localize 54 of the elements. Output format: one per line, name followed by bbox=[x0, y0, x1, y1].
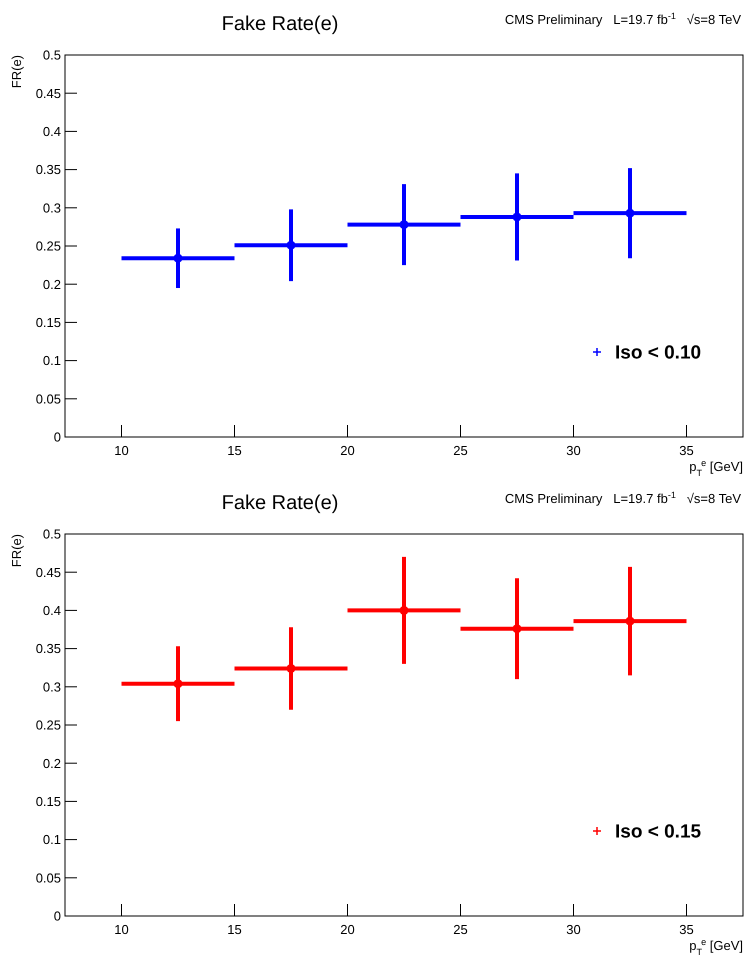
y-tick-label: 0.4 bbox=[42, 124, 61, 139]
point bbox=[400, 220, 408, 230]
y-tick-label: 0.35 bbox=[36, 162, 61, 178]
point bbox=[626, 208, 634, 218]
x-tick-label: 15 bbox=[227, 443, 242, 458]
y-tick-label: 0 bbox=[54, 908, 61, 924]
y-tick-label: 0.3 bbox=[42, 200, 61, 216]
y-tick-label: 0.1 bbox=[42, 353, 61, 368]
y-axis-title: FR(e) bbox=[9, 534, 24, 568]
y-tick-label: 0.45 bbox=[36, 564, 61, 580]
y-tick-label: 0.05 bbox=[36, 870, 61, 886]
x-tick-label: 10 bbox=[114, 922, 129, 937]
point bbox=[286, 664, 296, 673]
point bbox=[512, 624, 522, 634]
y-tick-label: 0.2 bbox=[42, 756, 61, 771]
point bbox=[286, 240, 296, 250]
y-tick-label: 0.25 bbox=[36, 718, 61, 733]
x-tick-label: 25 bbox=[453, 922, 468, 937]
x-tick-label: 30 bbox=[566, 922, 581, 937]
y-tick-label: 0.4 bbox=[42, 602, 61, 618]
legend-label: Iso < 0.10 bbox=[615, 342, 702, 364]
x-tick-label: 10 bbox=[114, 443, 129, 458]
point bbox=[174, 679, 182, 688]
y-tick-label: 0.35 bbox=[36, 641, 61, 656]
y-tick-label: 0.5 bbox=[42, 526, 61, 542]
text: CMS Preliminary L=19.7 fb$^{-1}$ √s=8 TeV bbox=[504, 490, 742, 506]
y-tick-label: 0.2 bbox=[42, 276, 61, 292]
chart-title: Fake Rate(e) bbox=[222, 492, 338, 514]
x-tick-label: 25 bbox=[453, 443, 468, 458]
y-tick-label: 0.15 bbox=[36, 794, 61, 809]
text: CMS Preliminary L=19.7 fb$^{-1}$ √s=8 TeV bbox=[504, 11, 742, 27]
x-tick-label: 30 bbox=[566, 443, 581, 458]
point bbox=[512, 212, 522, 222]
y-tick-label: 0.05 bbox=[36, 391, 61, 406]
y-tick-label: 0.1 bbox=[42, 832, 61, 848]
point bbox=[174, 254, 182, 263]
legend-label: Iso < 0.15 bbox=[615, 822, 702, 843]
y-tick-label: 0.15 bbox=[36, 314, 61, 330]
x-axis-title: p$_{T}$$^{e}$ [GeV] bbox=[689, 937, 743, 956]
y-tick-label: 0 bbox=[54, 430, 61, 445]
point bbox=[626, 616, 634, 626]
x-tick-label: 15 bbox=[227, 922, 242, 937]
x-tick-label: 35 bbox=[679, 443, 694, 458]
chart-title: Fake Rate(e) bbox=[222, 13, 338, 35]
x-axis-title: p$_{T}$$^{e}$ [GeV] bbox=[689, 458, 743, 478]
x-tick-label: 35 bbox=[679, 922, 694, 937]
x-tick-label: 20 bbox=[340, 922, 355, 937]
y-tick-label: 0.25 bbox=[36, 238, 61, 254]
point bbox=[400, 606, 408, 615]
y-tick-label: 0.45 bbox=[36, 86, 61, 101]
y-axis-title: FR(e) bbox=[9, 55, 24, 88]
x-tick-label: 20 bbox=[340, 443, 355, 458]
y-tick-label: 0.3 bbox=[42, 679, 61, 694]
y-tick-label: 0.5 bbox=[42, 48, 61, 63]
